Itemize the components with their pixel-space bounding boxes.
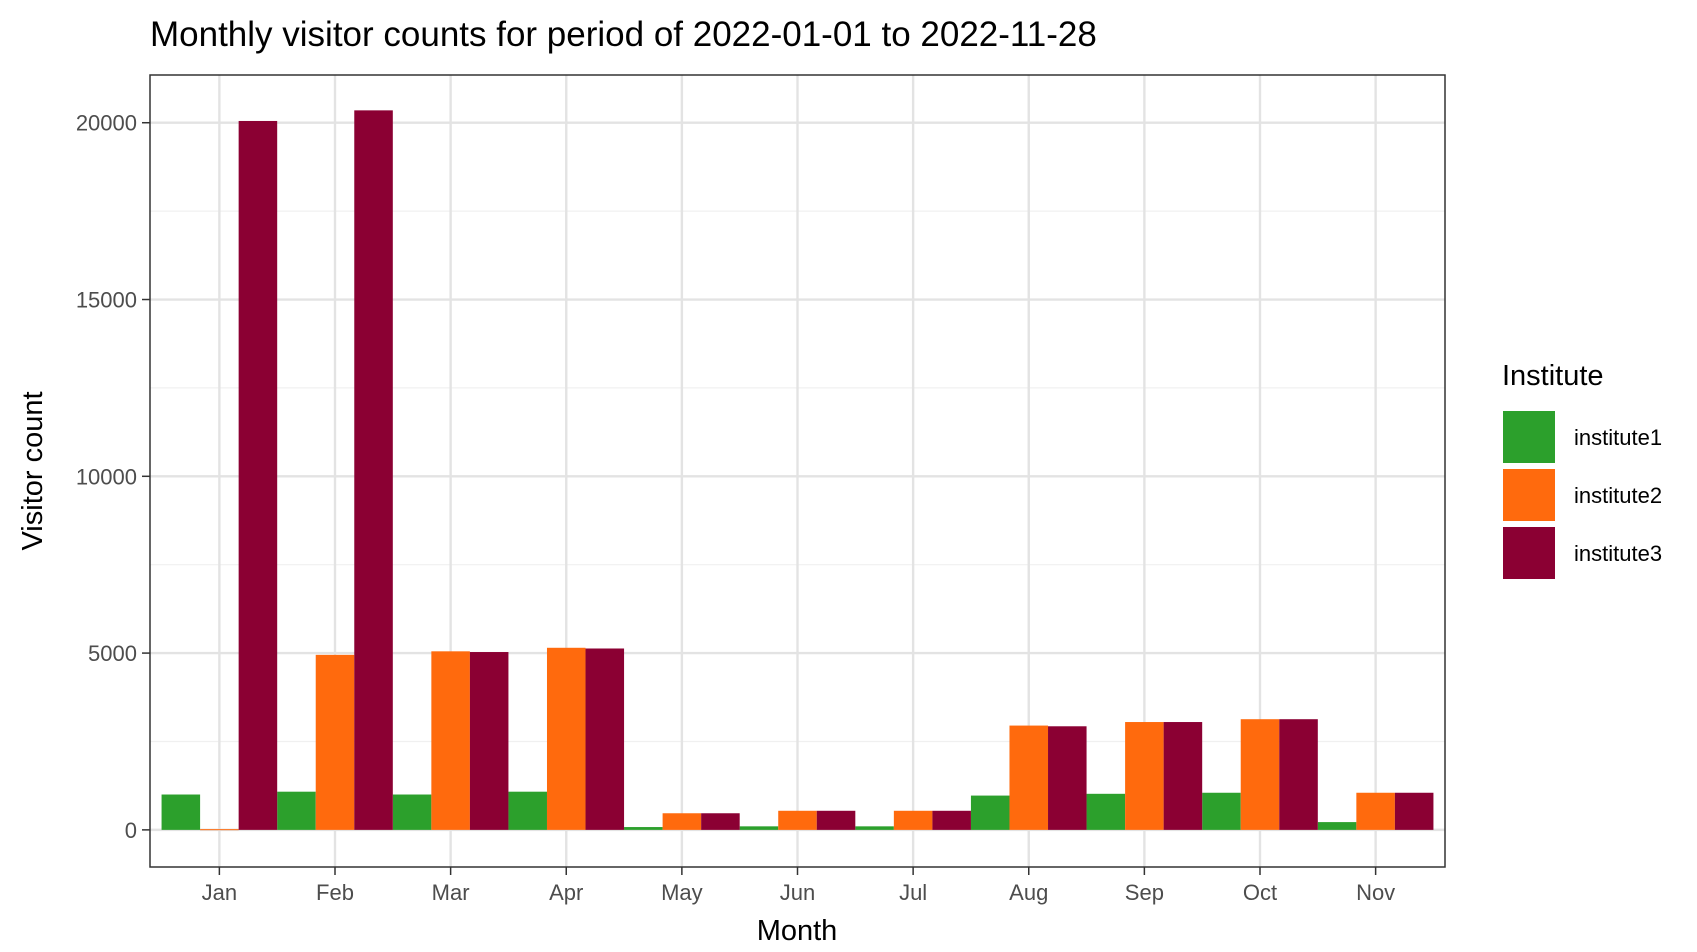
legend-key-institute1 (1501, 409, 1557, 465)
chart-title: Monthly visitor counts for period of 202… (150, 15, 1097, 54)
bar-institute3-may (701, 813, 740, 830)
y-tick-label: 20000 (76, 111, 137, 136)
bar-institute3-jan (238, 120, 278, 830)
bar-institute3-jul (932, 810, 971, 830)
bar-institute3-nov (1394, 792, 1434, 830)
x-tick-label: Nov (1356, 880, 1395, 905)
x-tick-label: Sep (1125, 880, 1164, 905)
x-tick-label: May (661, 880, 703, 905)
x-tick-label: Jul (899, 880, 927, 905)
bar-institute3-jun (816, 810, 856, 830)
bar-institute1-nov (1317, 822, 1357, 830)
legend: Institute institute1 institute2 institute3 (1501, 360, 1662, 581)
x-tick-label: Apr (549, 880, 583, 905)
bar-institute3-apr (585, 648, 625, 830)
x-axis: Jan Feb Mar Apr May Jun Jul Aug Sep Oct Nov (202, 867, 1395, 905)
bar-institute3-aug (1048, 726, 1087, 830)
bar-institute3-oct (1279, 719, 1318, 830)
y-tick-label: 10000 (76, 464, 137, 489)
x-axis-title: Month (757, 915, 838, 947)
bar-institute3-feb (354, 110, 393, 830)
bar-institute2-jun (778, 810, 817, 830)
x-tick-label: Jan (202, 880, 237, 905)
x-tick-label: Oct (1243, 880, 1277, 905)
bar-institute2-mar (431, 651, 470, 830)
bar-institute1-jan (161, 794, 201, 830)
legend-label-institute2: institute2 (1574, 483, 1662, 508)
bar-institute3-mar (469, 652, 509, 830)
legend-title: Institute (1502, 360, 1604, 392)
bar-institute2-aug (1009, 725, 1049, 830)
bar-institute2-nov (1356, 792, 1395, 830)
bar-institute1-sep (1086, 793, 1126, 830)
x-tick-label: Aug (1009, 880, 1048, 905)
bar-institute2-may (662, 813, 702, 830)
x-tick-label: Jun (780, 880, 815, 905)
bar-institute2-feb (315, 654, 355, 830)
bar-institute1-oct (1202, 792, 1241, 830)
legend-label-institute3: institute3 (1574, 541, 1662, 566)
bar-institute2-oct (1240, 719, 1280, 830)
y-tick-label: 5000 (88, 641, 137, 666)
x-tick-label: Mar (432, 880, 470, 905)
bar-institute1-may (624, 827, 663, 830)
bar-institute3-sep (1163, 722, 1203, 830)
y-axis-title: Visitor count (17, 391, 49, 550)
legend-key-institute2 (1501, 467, 1557, 523)
bar-institute1-aug (970, 795, 1010, 830)
bar-institute1-feb (277, 791, 316, 830)
bar-institute1-jun (739, 826, 779, 830)
bar-institute2-apr (546, 647, 586, 830)
bars (161, 110, 1434, 831)
bar-institute1-apr (508, 791, 547, 830)
bar-institute2-sep (1125, 722, 1164, 830)
y-axis: 0 5000 10000 15000 20000 (76, 111, 150, 843)
legend-key-institute3 (1501, 525, 1557, 581)
x-tick-label: Feb (316, 880, 354, 905)
bar-institute2-jul (893, 810, 933, 830)
legend-label-institute1: institute1 (1574, 425, 1662, 450)
bar-institute1-mar (392, 794, 432, 830)
bar-institute1-jul (855, 826, 894, 830)
bar-institute2-jan (200, 829, 239, 831)
y-tick-label: 0 (125, 818, 137, 843)
y-tick-label: 15000 (76, 288, 137, 313)
